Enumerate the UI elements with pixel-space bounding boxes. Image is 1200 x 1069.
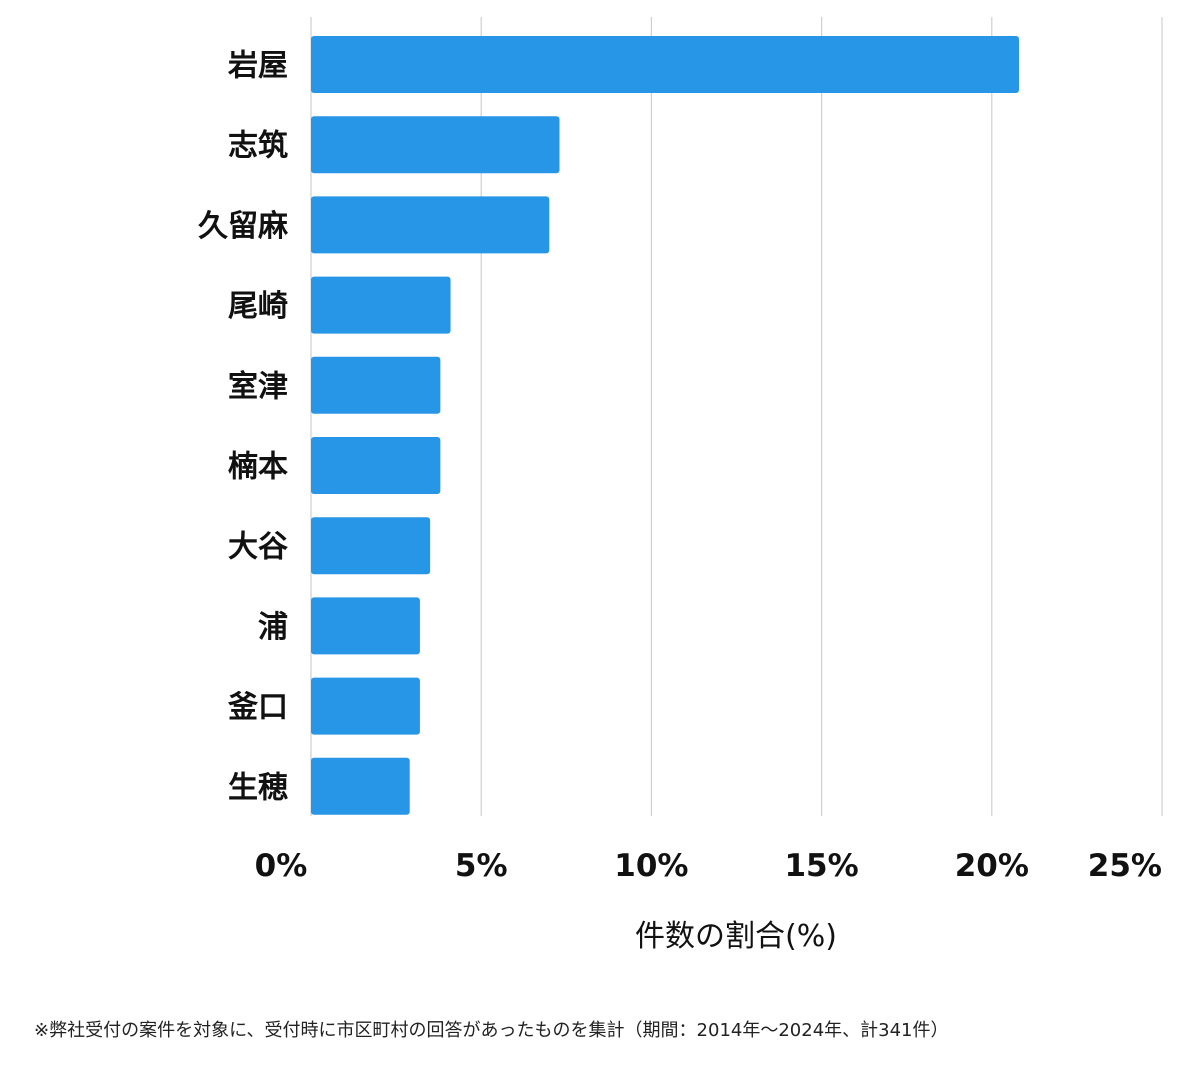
bar — [311, 116, 560, 174]
bars — [311, 36, 1020, 815]
category-label: 楠本 — [228, 450, 288, 485]
category-label: 浦 — [258, 610, 288, 645]
category-label: 生穂 — [228, 770, 288, 805]
bar — [311, 437, 441, 494]
x-tick-labels: 0% 5% 10% 15% 20% 25% — [255, 848, 1162, 884]
x-tick-label: 25% — [1088, 848, 1162, 884]
bar — [311, 36, 1020, 93]
category-label: 尾崎 — [228, 289, 288, 324]
x-axis-title: 件数の割合(%) — [635, 919, 837, 954]
bar — [311, 196, 550, 254]
category-label: 大谷 — [228, 530, 288, 565]
category-label: 室津 — [228, 369, 288, 404]
bar — [311, 276, 451, 334]
x-tick-label: 0% — [255, 848, 308, 884]
x-tick-label: 5% — [455, 848, 508, 884]
bar — [311, 597, 420, 655]
bar — [311, 757, 410, 815]
footnote: ※弊社受付の案件を対象に、受付時に市区町村の回答があったものを集計（期間：201… — [34, 1020, 949, 1041]
x-tick-label: 10% — [614, 848, 688, 884]
bar — [311, 356, 441, 414]
x-tick-label: 20% — [955, 848, 1029, 884]
category-label: 岩屋 — [228, 49, 288, 84]
bar — [311, 677, 420, 735]
category-label: 久留麻 — [198, 209, 289, 244]
bar — [311, 517, 431, 575]
x-tick-label: 15% — [784, 848, 858, 884]
category-label: 志筑 — [228, 129, 288, 164]
category-label: 釜口 — [227, 690, 288, 725]
